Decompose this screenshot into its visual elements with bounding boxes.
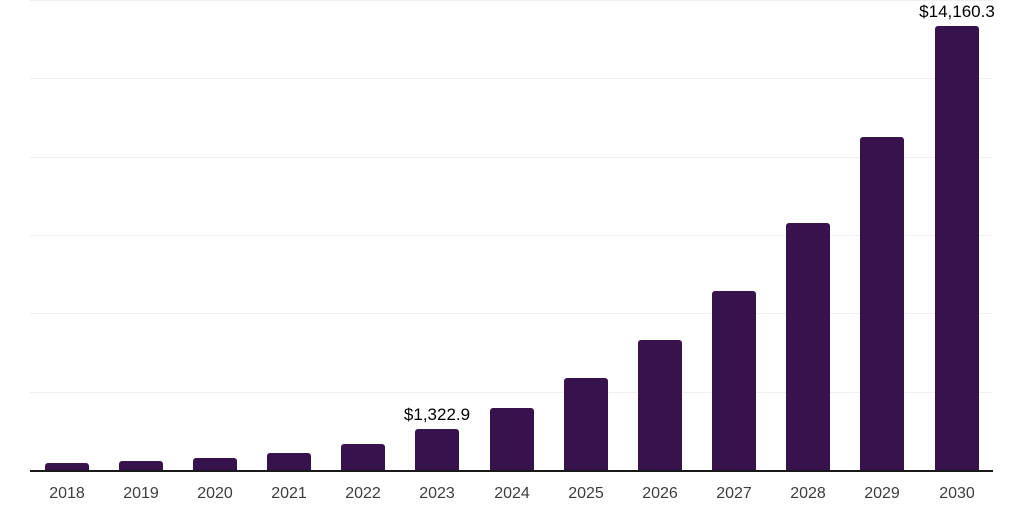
gridline-10000 (30, 157, 993, 158)
x-tick-label-2018: 2018 (49, 485, 85, 502)
bar-2030 (935, 26, 979, 470)
bar-2018 (45, 463, 89, 470)
bar-2021 (267, 453, 311, 470)
bar-2026 (638, 340, 682, 470)
x-tick-label-2029: 2029 (864, 485, 900, 502)
x-tick-label-2022: 2022 (345, 485, 381, 502)
data-label-2023: $1,322.9 (403, 405, 471, 424)
bar-2028 (786, 223, 830, 470)
x-tick-label-2021: 2021 (271, 485, 307, 502)
x-tick-label-2026: 2026 (642, 485, 678, 502)
bar-2023 (415, 429, 459, 470)
x-tick-label-2024: 2024 (494, 485, 530, 502)
x-tick-label-2027: 2027 (716, 485, 752, 502)
x-tick-label-2023: 2023 (419, 485, 455, 502)
bar-2025 (564, 378, 608, 470)
gridline-7500 (30, 235, 993, 236)
x-tick-label-2025: 2025 (568, 485, 604, 502)
bar-2029 (860, 137, 904, 470)
bar-2020 (193, 458, 237, 470)
gridline-12500 (30, 78, 993, 79)
bar-2022 (341, 444, 385, 470)
bar-2024 (490, 408, 534, 470)
gridline-2500 (30, 392, 993, 393)
gridline-5000 (30, 313, 993, 314)
data-label-2030: $14,160.3 (919, 2, 995, 21)
bar-2019 (119, 461, 163, 470)
x-tick-label-2019: 2019 (123, 485, 159, 502)
x-tick-label-2030: 2030 (939, 485, 975, 502)
bar-2027 (712, 291, 756, 470)
x-tick-label-2020: 2020 (197, 485, 233, 502)
plot-area: $1,322.9 $14,160.3 (30, 0, 995, 472)
gridline-15000 (30, 0, 993, 1)
x-tick-label-2028: 2028 (790, 485, 826, 502)
